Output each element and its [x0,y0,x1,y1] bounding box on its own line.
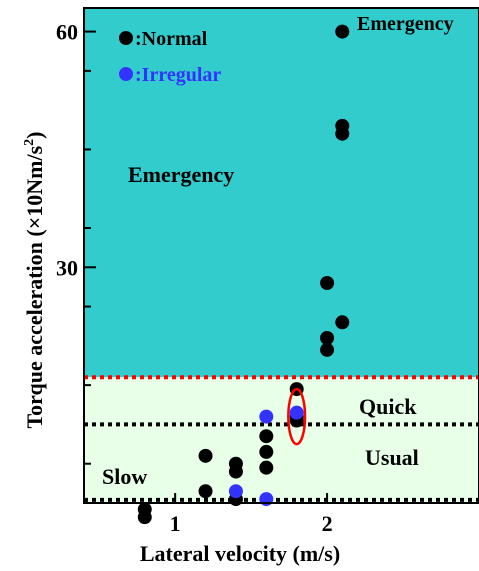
legend-marker-normal [119,31,133,45]
data-point-normal [198,484,213,499]
x-axis-label: Lateral velocity (m/s) [140,541,340,566]
y-axis-label-main: Torque acceleration (×10Nm/s [22,145,47,428]
plot-frame [83,7,479,504]
data-point-normal [228,464,243,479]
legend-label-normal: :Normal [135,28,208,50]
data-point-normal [198,448,213,463]
legend-marker-irregular [119,67,133,81]
data-point-normal [259,429,274,444]
data-point-normal [320,276,335,290]
y-tick-label: 60 [56,20,78,45]
y-tick-label: 30 [56,255,78,280]
data-point-normal [137,510,152,525]
axis-ticks [84,30,329,503]
annotation-usual: Usual [365,445,419,470]
x-tick-label: 2 [322,511,333,536]
data-point-normal [335,126,350,141]
y-axis-label: Torque acceleration (×10Nm/s2) [22,132,47,429]
data-point-irregular [289,405,304,420]
data-point-normal [259,444,274,459]
annotation-quick: Quick [359,394,417,419]
data-point-irregular [259,409,274,424]
data-point-normal [335,315,350,330]
annotation-emergency-top: Emergency [357,13,454,35]
data-points [137,24,350,525]
legend-label-irregular: :Irregular [135,64,221,86]
region-quick [84,377,479,425]
y-axis-label-sup: 2 [22,139,37,146]
highlight-ellipse [287,387,307,446]
annotation-slow: Slow [102,464,147,489]
annotation-emergency: Emergency [128,162,234,187]
region-backgrounds [84,8,479,503]
region-usual [84,424,479,503]
data-point-irregular [228,484,243,499]
data-point-normal [320,342,335,357]
threshold-lines [84,375,479,502]
highlight-markers [287,387,307,446]
data-point-normal [335,24,350,39]
data-point-normal [320,331,335,345]
data-point-normal [259,460,274,475]
region-emergency [84,8,479,378]
x-tick-label: 1 [170,511,181,536]
y-axis-label-end: ) [22,132,47,139]
